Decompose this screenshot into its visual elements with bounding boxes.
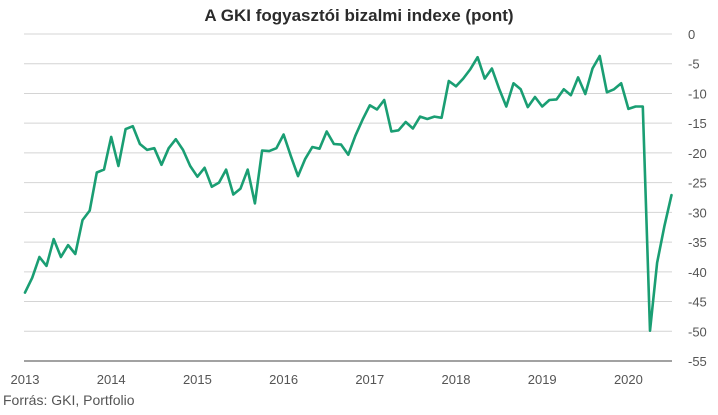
series-line <box>23 54 673 333</box>
x-tick-label: 2016 <box>269 372 298 387</box>
x-tick-label: 2018 <box>442 372 471 387</box>
y-tick-label: -35 <box>688 235 707 250</box>
x-tick-label: 2014 <box>97 372 126 387</box>
x-tick-label: 2017 <box>355 372 384 387</box>
series-layer <box>23 54 673 333</box>
grid-lines <box>24 33 672 362</box>
y-tick-label: -45 <box>688 295 707 310</box>
x-tick-label: 2015 <box>183 372 212 387</box>
y-tick-label: -5 <box>688 57 700 72</box>
y-tick-label: 0 <box>688 27 695 42</box>
x-tick-label: 2019 <box>528 372 557 387</box>
y-tick-label: -10 <box>688 86 707 101</box>
y-tick-label: -30 <box>688 205 707 220</box>
y-tick-label: -55 <box>688 354 707 369</box>
x-axis-tick-labels: 2013 2014 2015 2016 2017 2018 2019 2020 <box>11 372 643 387</box>
y-tick-label: -25 <box>688 176 707 191</box>
chart-title: A GKI fogyasztói bizalmi indexe (pont) <box>204 6 514 25</box>
y-tick-label: -15 <box>688 116 707 131</box>
x-tick-label: 2013 <box>11 372 40 387</box>
y-tick-label: -50 <box>688 324 707 339</box>
source-note: Forrás: GKI, Portfolio <box>3 392 135 408</box>
y-axis-tick-labels: 0 -5 -10 -15 -20 -25 -30 -35 -40 -45 -50 -55 <box>688 27 707 369</box>
x-tick-label: 2020 <box>614 372 643 387</box>
y-tick-label: -40 <box>688 265 707 280</box>
y-tick-label: -20 <box>688 146 707 161</box>
